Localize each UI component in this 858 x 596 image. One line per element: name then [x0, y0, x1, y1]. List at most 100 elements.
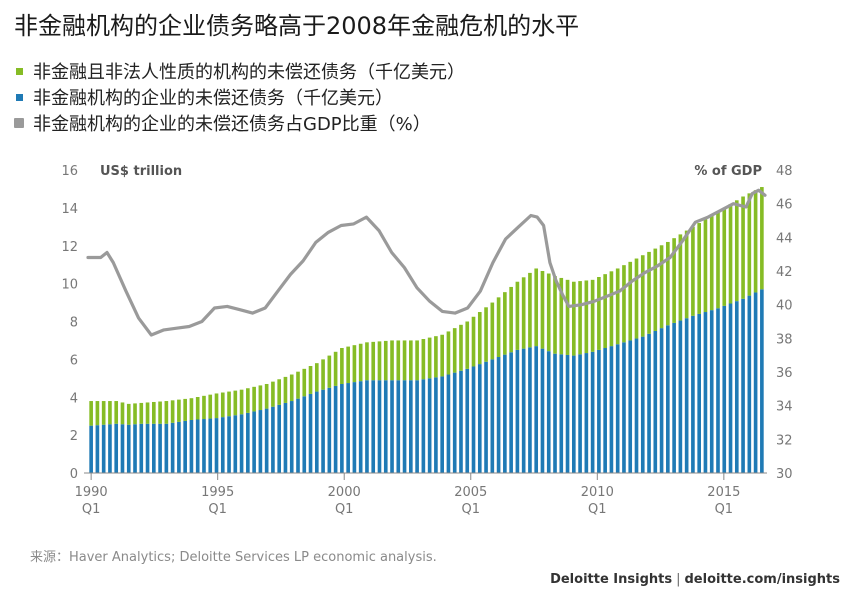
bar-noncorporate	[678, 234, 683, 321]
x-tick-sublabel: Q1	[588, 502, 607, 517]
bar-noncorporate	[465, 321, 470, 369]
bar-corporate	[490, 359, 495, 474]
bar-noncorporate	[377, 341, 382, 381]
bar-corporate	[346, 383, 350, 473]
bar-corporate	[177, 421, 181, 473]
y-left-tick-label: 0	[70, 467, 78, 482]
bar-noncorporate	[515, 281, 520, 350]
bar-corporate	[271, 406, 275, 473]
bar-noncorporate	[239, 389, 244, 415]
bar-noncorporate	[340, 348, 344, 384]
bar-noncorporate	[571, 281, 576, 356]
x-tick-label: 2010	[581, 485, 614, 500]
bar-corporate	[158, 423, 162, 473]
bar-corporate	[477, 364, 482, 473]
bar-noncorporate	[503, 292, 507, 355]
y-left-tick-label: 12	[61, 240, 78, 255]
y-left-tick-label: 8	[70, 316, 78, 331]
bar-corporate	[753, 292, 758, 473]
y-left-tick-label: 6	[70, 353, 78, 368]
bar-noncorporate	[434, 336, 438, 378]
bar-noncorporate	[358, 343, 363, 382]
legend-label: 非金融且非法人性质的机构的未偿还债务（千亿美元）	[33, 62, 465, 83]
bar-noncorporate	[321, 359, 325, 390]
bar-corporate	[734, 301, 739, 473]
bar-noncorporate	[622, 265, 626, 343]
bar-corporate	[246, 412, 250, 473]
bar-noncorporate	[709, 215, 714, 311]
bar-corporate	[622, 342, 626, 473]
bar-corporate	[609, 346, 614, 473]
bar-noncorporate	[634, 258, 639, 339]
bar-noncorporate	[647, 251, 651, 334]
bar-noncorporate	[120, 402, 125, 425]
bar-noncorporate	[101, 401, 106, 425]
bar-noncorporate	[747, 193, 752, 296]
bar-noncorporate	[534, 268, 539, 347]
bar-noncorporate	[396, 340, 401, 381]
bar-noncorporate	[308, 366, 313, 394]
bar-noncorporate	[145, 402, 150, 424]
bar-noncorporate	[164, 401, 169, 424]
bar-corporate	[697, 313, 701, 473]
bar-noncorporate	[452, 328, 457, 373]
bar-corporate	[528, 347, 532, 473]
bar-corporate	[509, 352, 513, 473]
y-left-axis-label: US$ trillion	[100, 164, 182, 179]
bar-noncorporate	[540, 271, 545, 349]
bar-noncorporate	[459, 324, 463, 371]
bar-noncorporate	[597, 277, 601, 350]
bar-noncorporate	[653, 248, 658, 331]
bar-noncorporate	[277, 379, 282, 405]
y-right-tick-label: 38	[776, 332, 793, 347]
bar-corporate	[760, 289, 764, 473]
bar-corporate	[471, 366, 476, 473]
bar-noncorporate	[170, 400, 175, 423]
bar-corporate	[258, 410, 263, 473]
bar-corporate	[114, 423, 119, 473]
bar-noncorporate	[741, 196, 745, 299]
bar-corporate	[603, 348, 607, 473]
bar-noncorporate	[296, 371, 300, 399]
bar-noncorporate	[289, 374, 294, 402]
bar-noncorporate	[189, 398, 194, 420]
x-tick-sublabel: Q1	[82, 502, 101, 517]
bar-corporate	[590, 351, 595, 473]
bar-noncorporate	[521, 277, 526, 349]
y-right-tick-label: 32	[776, 433, 793, 448]
bar-noncorporate	[427, 337, 432, 379]
y-right-tick-label: 36	[776, 366, 793, 381]
bar-corporate	[465, 368, 470, 473]
bar-corporate	[440, 376, 444, 473]
legend-label: 非金融机构的企业的未偿还债务占GDP比重（%）	[33, 114, 431, 135]
bar-noncorporate	[553, 276, 557, 354]
bar-corporate	[396, 380, 401, 473]
x-tick-label: 2015	[707, 485, 740, 500]
bar-noncorporate	[89, 401, 93, 426]
y-right-tick-label: 46	[776, 198, 793, 213]
bar-corporate	[164, 423, 169, 473]
bar-corporate	[302, 396, 307, 473]
bar-noncorporate	[126, 403, 131, 425]
bar-corporate	[534, 346, 539, 473]
bar-noncorporate	[220, 392, 225, 418]
bar-noncorporate	[578, 281, 582, 355]
bar-noncorporate	[590, 279, 595, 352]
x-tick-sublabel: Q1	[715, 502, 734, 517]
bar-corporate	[152, 423, 156, 473]
bar-noncorporate	[753, 190, 758, 293]
bar-noncorporate	[114, 401, 119, 424]
y-right-tick-label: 40	[776, 299, 793, 314]
series-line-gdp-share	[86, 188, 767, 337]
legend-item-noncorporate: 非金融且非法人性质的机构的未偿还债务（千亿美元）	[14, 58, 465, 84]
brand-footer: Deloitte Insights | deloitte.com/insights	[550, 572, 840, 587]
bar-corporate	[321, 389, 325, 473]
bar-corporate	[139, 423, 144, 473]
bar-corporate	[220, 417, 225, 473]
bar-corporate	[496, 357, 501, 473]
bar-corporate	[446, 374, 451, 473]
bar-noncorporate	[133, 403, 137, 425]
bar-noncorporate	[371, 341, 376, 381]
brand-separator: |	[676, 572, 681, 587]
